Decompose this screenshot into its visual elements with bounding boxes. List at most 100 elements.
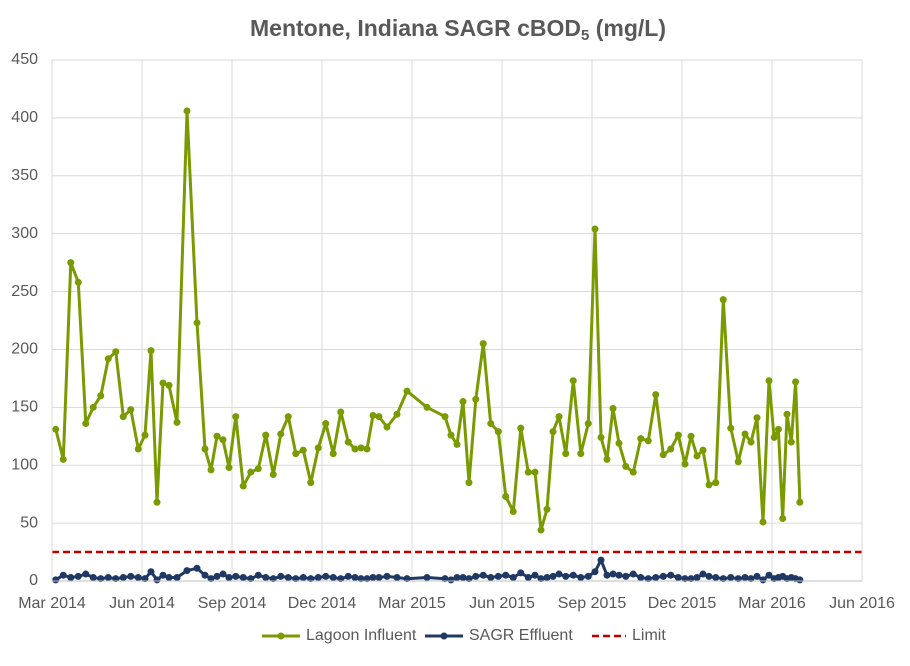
data-point: [307, 575, 315, 583]
data-point: [637, 574, 645, 582]
data-point: [447, 431, 455, 439]
data-point: [307, 479, 315, 487]
data-point: [712, 479, 720, 487]
data-point: [119, 413, 127, 421]
data-point: [543, 574, 551, 582]
data-point: [329, 450, 337, 458]
data-point: [759, 576, 767, 584]
plot-frame: [51, 59, 863, 582]
data-point: [465, 479, 473, 487]
y-tick-label: 350: [11, 167, 38, 184]
data-point: [509, 508, 517, 516]
data-point: [494, 428, 502, 436]
data-point: [597, 556, 605, 564]
data-point: [74, 278, 82, 286]
data-point: [524, 468, 532, 476]
data-point: [753, 414, 761, 422]
data-point: [472, 395, 480, 403]
x-tick-label: Jun 2016: [829, 595, 895, 612]
data-point: [502, 492, 510, 500]
data-point: [269, 575, 277, 583]
y-tick-label: 0: [29, 572, 38, 589]
data-point: [134, 574, 142, 582]
data-point: [337, 575, 345, 583]
data-point: [59, 455, 67, 463]
data-point: [447, 576, 455, 584]
data-point: [779, 514, 787, 522]
data-point: [719, 575, 727, 583]
data-point: [584, 420, 592, 428]
data-point: [104, 355, 112, 363]
data-point: [369, 411, 377, 419]
data-point: [104, 574, 112, 582]
data-point: [705, 572, 713, 580]
data-point: [329, 574, 337, 582]
y-tick-label: 200: [11, 341, 38, 358]
data-point: [699, 570, 707, 578]
legend-label: SAGR Effluent: [469, 627, 573, 644]
data-point: [277, 430, 285, 438]
data-point: [337, 408, 345, 416]
data-point: [97, 575, 105, 583]
data-point: [622, 572, 630, 580]
y-tick-label: 150: [11, 399, 38, 416]
data-point: [284, 413, 292, 421]
data-point: [644, 575, 652, 583]
data-point: [453, 440, 461, 448]
data-point: [213, 432, 221, 440]
data-point: [667, 571, 675, 579]
data-point: [284, 574, 292, 582]
data-point: [629, 570, 637, 578]
data-point: [89, 574, 97, 582]
data-point: [97, 392, 105, 400]
data-point: [292, 575, 300, 583]
data-point: [727, 574, 735, 582]
data-point: [82, 570, 90, 578]
data-point: [173, 418, 181, 426]
data-point: [674, 574, 682, 582]
data-point: [509, 574, 517, 582]
data-point: [369, 574, 377, 582]
data-point: [727, 424, 735, 432]
data-point: [591, 225, 599, 233]
data-point: [141, 431, 149, 439]
data-point: [219, 436, 227, 444]
data-point: [719, 296, 727, 304]
data-point: [363, 575, 371, 583]
data-point: [537, 526, 545, 534]
x-tick-label: Jun 2014: [109, 595, 175, 612]
data-point: [712, 574, 720, 582]
data-point: [232, 413, 240, 421]
data-point: [531, 571, 539, 579]
data-point: [787, 438, 795, 446]
data-point: [82, 420, 90, 428]
data-point: [774, 425, 782, 433]
y-tick-label: 250: [11, 283, 38, 300]
data-point: [459, 574, 467, 582]
data-point: [247, 468, 255, 476]
data-point: [543, 505, 551, 513]
data-point: [254, 571, 262, 579]
data-point: [747, 575, 755, 583]
data-point: [225, 574, 233, 582]
data-point: [225, 464, 233, 472]
data-point: [147, 568, 155, 576]
data-point: [770, 433, 778, 441]
data-point: [183, 567, 191, 575]
x-tick-label: Mar 2015: [378, 595, 446, 612]
data-point: [153, 576, 161, 584]
data-point: [629, 468, 637, 476]
legend-marker: [277, 632, 285, 640]
legend-label: Lagoon Influent: [306, 627, 417, 644]
data-point: [759, 518, 767, 526]
data-point: [322, 420, 330, 428]
y-tick-label: 400: [11, 109, 38, 126]
data-point: [207, 575, 215, 583]
data-point: [393, 410, 401, 418]
data-point: [453, 574, 461, 582]
data-point: [741, 574, 749, 582]
data-point: [603, 571, 611, 579]
data-point: [147, 347, 155, 355]
data-point: [652, 391, 660, 399]
data-point: [159, 379, 167, 387]
